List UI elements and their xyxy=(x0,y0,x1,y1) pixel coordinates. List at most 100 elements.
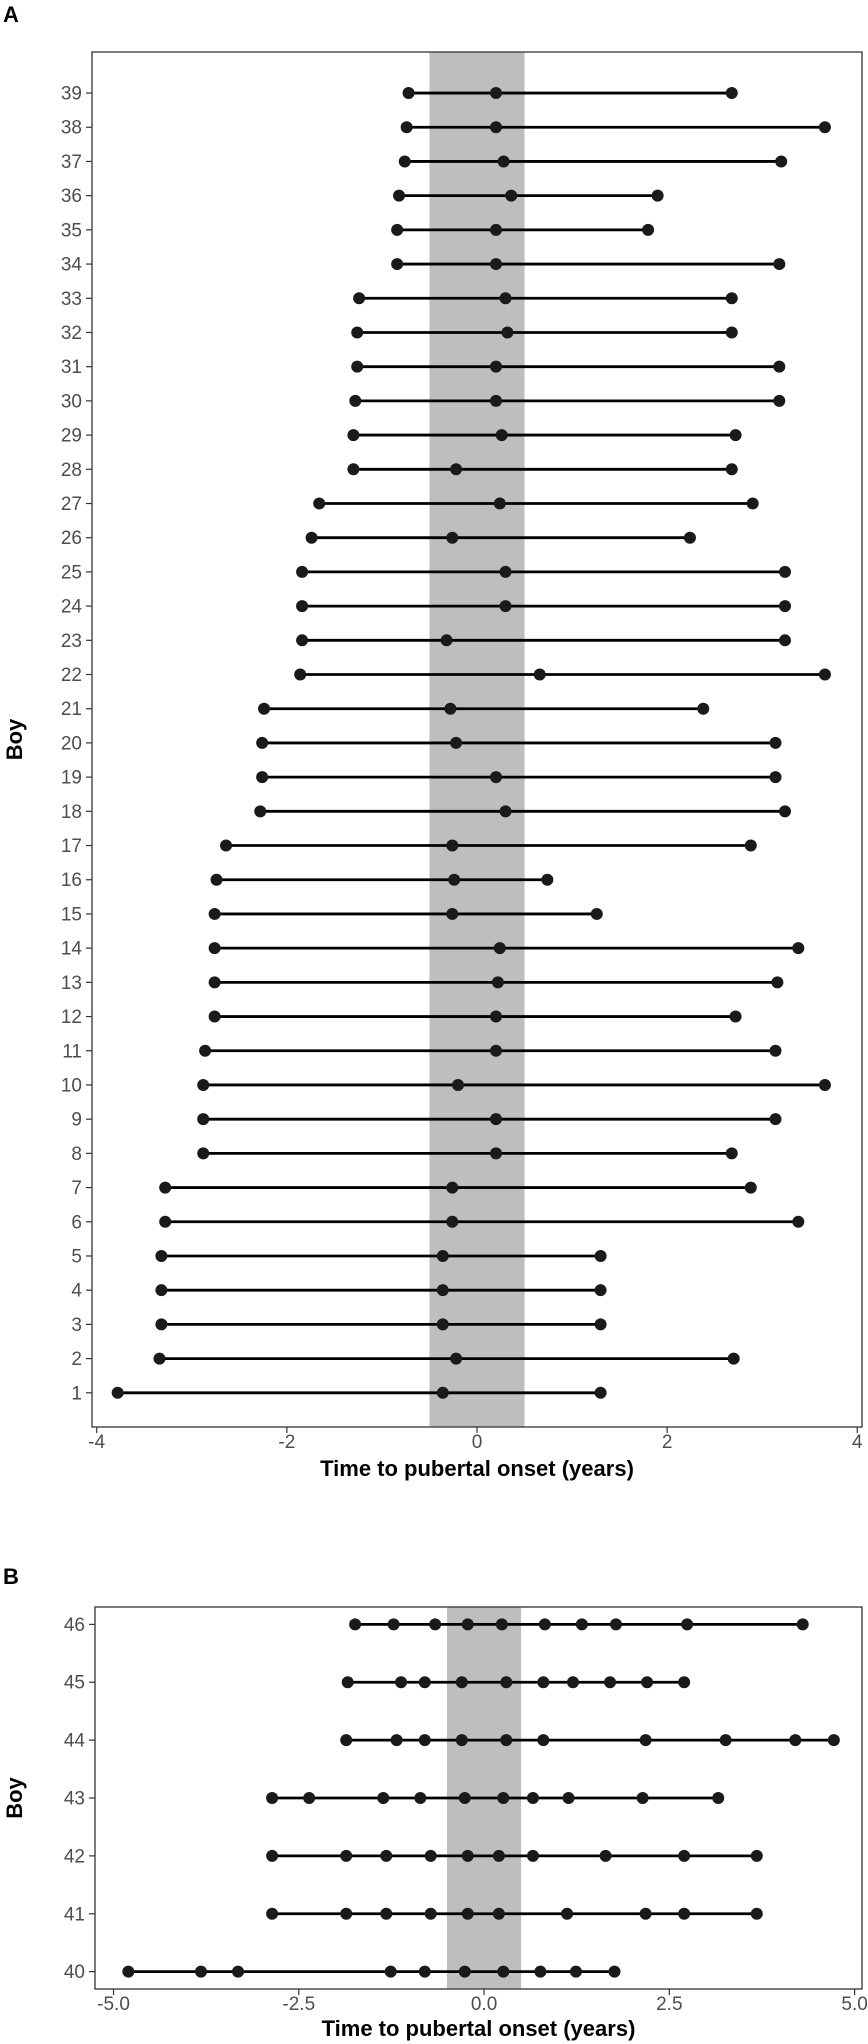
observation-point xyxy=(347,463,360,476)
observation-point xyxy=(492,1907,505,1920)
y-tick-label: 1 xyxy=(71,1383,82,1404)
x-tick-label: 2 xyxy=(662,1432,673,1453)
y-tick-label: 8 xyxy=(71,1144,82,1165)
observation-point xyxy=(296,600,309,613)
y-tick-label: 37 xyxy=(61,152,82,173)
observation-point xyxy=(497,155,510,168)
observation-point xyxy=(303,1792,316,1804)
observation-point xyxy=(490,360,503,373)
observation-point xyxy=(796,1618,809,1631)
observation-point xyxy=(490,394,503,407)
observation-point xyxy=(678,1849,691,1862)
y-tick-label: 29 xyxy=(61,426,82,447)
observation-point xyxy=(455,1734,468,1747)
observation-point xyxy=(594,1249,607,1262)
observation-point xyxy=(562,1792,575,1804)
observation-point xyxy=(398,155,411,168)
y-tick-label: 41 xyxy=(64,1904,85,1925)
observation-point xyxy=(266,1907,279,1920)
observation-point xyxy=(490,87,503,100)
observation-point xyxy=(208,942,221,955)
observation-point xyxy=(199,1044,212,1057)
observation-point xyxy=(775,155,788,168)
y-tick-label: 15 xyxy=(61,904,82,925)
y-tick-label: 42 xyxy=(64,1846,85,1867)
observation-point xyxy=(773,360,786,373)
observation-point xyxy=(575,1618,588,1631)
y-tick-label: 5 xyxy=(71,1246,82,1267)
observation-point xyxy=(153,1352,166,1365)
observation-point xyxy=(391,223,404,236)
observation-point xyxy=(258,702,271,715)
y-tick-label: 12 xyxy=(61,1007,82,1028)
observation-point xyxy=(725,1147,738,1160)
y-tick-label: 14 xyxy=(61,939,83,960)
observation-point xyxy=(340,1734,353,1747)
observation-point xyxy=(490,1147,503,1160)
observation-point xyxy=(194,1965,207,1978)
observation-point xyxy=(266,1849,279,1862)
observation-point xyxy=(729,1010,742,1023)
observation-point xyxy=(641,1676,654,1689)
observation-point xyxy=(534,1965,547,1978)
panel-a-chart: 1234567891011121314151617181920212223242… xyxy=(2,51,863,1481)
observation-point xyxy=(818,121,831,134)
panel-b-chart: 40 41 42 43 44 45 46 -5.0 -2.5 0.0 2.5 5.0 Time to p… xyxy=(2,1606,868,2041)
observation-point xyxy=(569,1965,582,1978)
observation-point xyxy=(744,839,757,852)
observation-point xyxy=(744,1181,757,1194)
observation-point xyxy=(294,668,307,681)
observation-point xyxy=(450,736,463,749)
x-axis-title: Time to pubertal onset (years) xyxy=(320,1456,634,1481)
observation-point xyxy=(769,1113,782,1126)
observation-point xyxy=(450,463,463,476)
observation-point xyxy=(750,1907,763,1920)
y-tick-label: 39 xyxy=(61,84,82,105)
observation-point xyxy=(377,1792,390,1804)
observation-point xyxy=(818,1078,831,1091)
observation-point xyxy=(111,1386,124,1399)
observation-point xyxy=(155,1318,168,1331)
y-tick-label: 17 xyxy=(61,836,82,857)
observation-point xyxy=(492,1849,505,1862)
observation-point xyxy=(599,1849,612,1862)
observation-point xyxy=(490,258,503,271)
observation-point xyxy=(639,1734,652,1747)
y-tick-label: 16 xyxy=(61,870,82,891)
observation-point xyxy=(436,1249,449,1262)
observation-point xyxy=(533,668,546,681)
observation-point xyxy=(642,223,655,236)
observation-point xyxy=(436,1284,449,1297)
y-tick-label: 35 xyxy=(61,220,82,241)
observation-point xyxy=(424,1849,437,1862)
observation-point xyxy=(526,1849,539,1862)
observation-point xyxy=(440,634,453,647)
observation-point xyxy=(712,1792,725,1804)
observation-point xyxy=(266,1792,279,1804)
panel-a-label: A xyxy=(3,2,19,27)
y-tick-label: 6 xyxy=(71,1212,82,1233)
observation-point xyxy=(341,1676,354,1689)
observation-point xyxy=(773,258,786,271)
observation-point xyxy=(490,121,503,134)
observation-point xyxy=(197,1078,210,1091)
observation-point xyxy=(500,1734,513,1747)
observation-point xyxy=(490,223,503,236)
y-tick-label: 34 xyxy=(61,255,83,276)
observation-point xyxy=(608,1965,621,1978)
y-tick-label: 21 xyxy=(61,699,82,720)
observation-point xyxy=(678,1907,691,1920)
observation-point xyxy=(727,1352,740,1365)
observation-point xyxy=(197,1113,210,1126)
x-tick-label: 0 xyxy=(472,1432,483,1453)
panel-b-label: B xyxy=(3,1564,19,1589)
observation-point xyxy=(424,1907,437,1920)
observation-point xyxy=(499,292,512,305)
observation-point xyxy=(490,1010,503,1023)
y-tick-label: 38 xyxy=(61,118,82,139)
observation-point xyxy=(393,189,406,202)
y-tick-label: 9 xyxy=(71,1110,82,1131)
observation-point xyxy=(436,1386,449,1399)
observation-point xyxy=(254,805,267,818)
